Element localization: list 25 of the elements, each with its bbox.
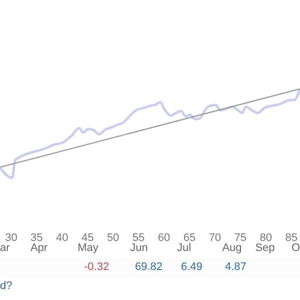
text: Aug: [222, 242, 242, 254]
x-tick-label: 50: [106, 232, 120, 244]
text: Sep: [255, 242, 275, 254]
x-tick-label: 55: [132, 232, 145, 244]
x-tick-label: 65: [183, 232, 196, 244]
text: Jul: [176, 242, 192, 254]
text: 69.82: [135, 261, 163, 273]
x-tick-label: 75: [234, 232, 247, 244]
x-tick-label: 70: [208, 232, 222, 244]
x-tick-label: 40: [56, 232, 68, 244]
x-tick-label: 35: [30, 232, 43, 244]
text: Jun: [130, 242, 148, 254]
text: 4.87: [225, 261, 246, 273]
text: ar: [0, 242, 10, 254]
text: O: [291, 242, 300, 254]
x-tick-label: 60: [158, 232, 170, 244]
x-tick-label: 45: [81, 232, 94, 244]
x-tick-label: 85: [285, 232, 298, 244]
text: d?: [0, 280, 12, 292]
x-tick-label: 80: [260, 232, 272, 244]
text: Apr: [30, 242, 48, 254]
x-tick-label: 30: [5, 232, 18, 244]
text: -0.32: [84, 261, 110, 273]
text: 6.49: [181, 261, 202, 273]
text: May: [78, 242, 98, 254]
